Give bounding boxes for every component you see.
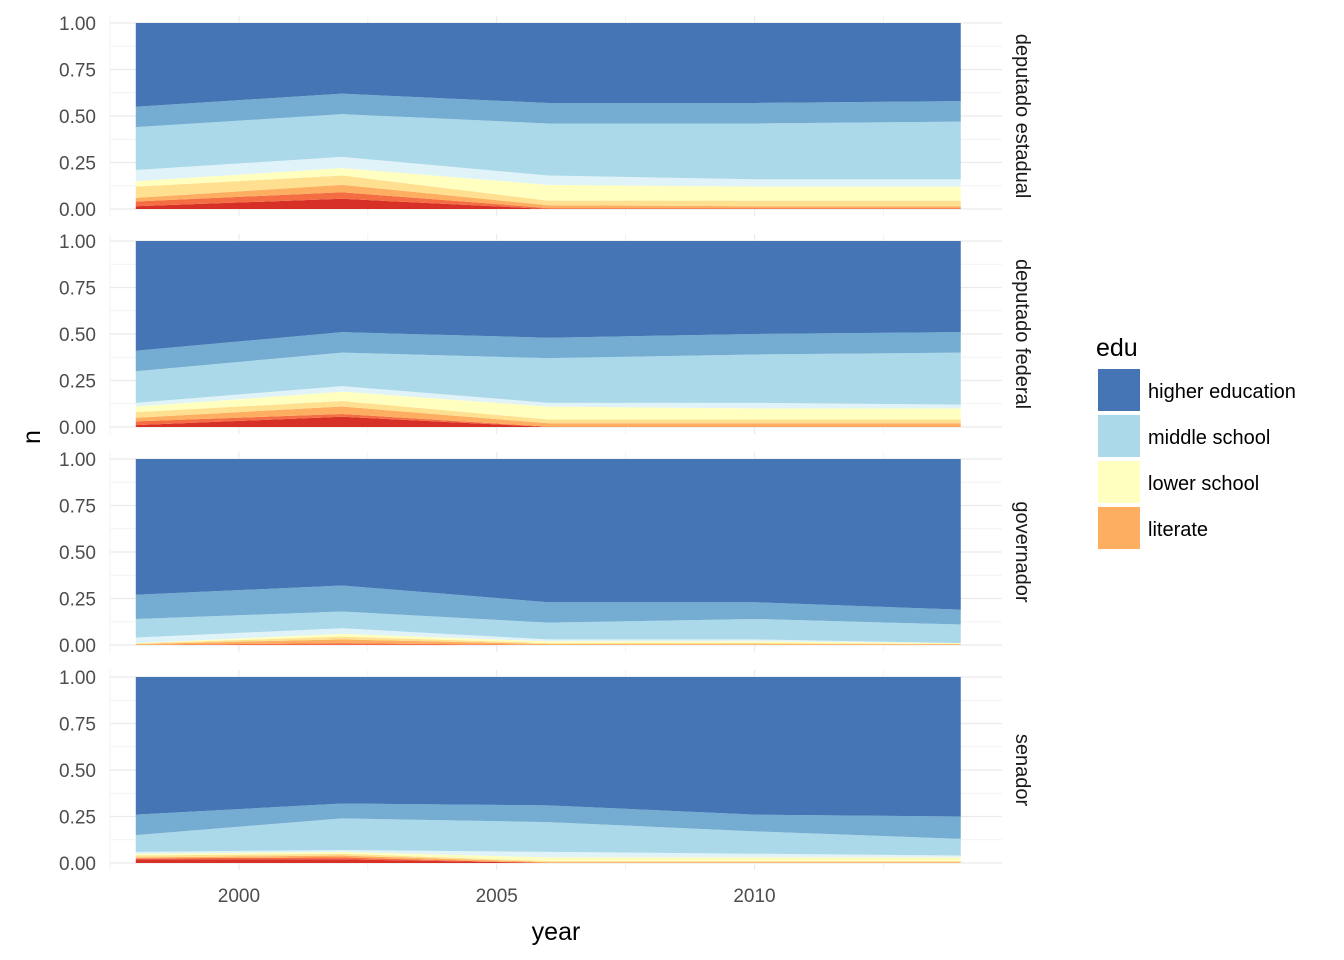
panel-2: 0.00 0.25 0.50 0.75 1.00 governador xyxy=(59,450,1033,657)
legend: edu higher education middle school lower s… xyxy=(1096,334,1296,549)
area-layer-3 xyxy=(135,636,961,645)
area-layer-2 xyxy=(135,406,961,427)
area-layer-6 xyxy=(135,818,961,856)
area-layer-4 xyxy=(135,851,961,862)
y-tick-label: 0.00 xyxy=(59,200,96,221)
area-layer-8 xyxy=(135,459,961,610)
legend-label: literate xyxy=(1148,519,1208,541)
area-layer-1 xyxy=(135,857,961,863)
y-tick-label: 0.25 xyxy=(59,808,96,829)
legend-key xyxy=(1098,461,1140,503)
area-layer-4 xyxy=(135,168,961,201)
y-tick-label: 1.00 xyxy=(59,668,96,689)
area-layer-1 xyxy=(135,192,961,209)
y-tick-label: 0.75 xyxy=(59,497,96,518)
legend-label: middle school xyxy=(1148,427,1270,449)
area-layer-3 xyxy=(135,853,961,863)
area-layer-3 xyxy=(135,175,961,207)
area-layer-8 xyxy=(135,241,961,351)
x-tick-label: 2000 xyxy=(218,886,260,907)
y-tick-label: 0.50 xyxy=(59,543,96,564)
area-layer-4 xyxy=(135,633,961,645)
x-axis: 2000 2005 2010 xyxy=(218,886,776,907)
legend-key xyxy=(1098,507,1140,549)
facet-strip-label: governador xyxy=(1011,501,1033,603)
y-tick-label: 0.00 xyxy=(59,854,96,875)
area-layer-6 xyxy=(135,611,961,644)
area-layer-7 xyxy=(135,803,961,839)
area-layer-7 xyxy=(135,93,961,128)
y-tick-label: 1.00 xyxy=(59,450,96,471)
area-layer-5 xyxy=(135,849,961,858)
y-tick-label: 0.00 xyxy=(59,418,96,439)
y-tick-label: 0.50 xyxy=(59,761,96,782)
area-layer-0 xyxy=(135,859,961,863)
area-layer-4 xyxy=(135,391,961,420)
legend-label: higher education xyxy=(1148,381,1296,403)
area-layer-8 xyxy=(135,23,961,107)
area-layer-6 xyxy=(135,352,961,405)
y-axis-title: n xyxy=(18,430,46,444)
facet-strip-label: deputado federal xyxy=(1011,259,1033,409)
area-layer-6 xyxy=(135,114,961,180)
area-layer-0 xyxy=(135,198,961,209)
y-tick-label: 0.25 xyxy=(59,372,96,393)
area-layer-8 xyxy=(135,677,961,817)
y-tick-label: 0.75 xyxy=(59,61,96,82)
area-layer-0 xyxy=(135,416,961,427)
area-layer-1 xyxy=(135,643,961,645)
legend-key xyxy=(1098,369,1140,411)
legend-title: edu xyxy=(1096,334,1138,362)
x-axis-title: year xyxy=(532,918,581,946)
y-tick-label: 0.25 xyxy=(59,590,96,611)
legend-key xyxy=(1098,415,1140,457)
facet-strip-label: deputado estadual xyxy=(1011,34,1033,199)
panel-1: 0.00 0.25 0.50 0.75 1.00 deputado federal xyxy=(59,232,1033,439)
x-tick-label: 2010 xyxy=(733,886,775,907)
y-tick-label: 1.00 xyxy=(59,14,96,35)
area-layer-7 xyxy=(135,332,961,372)
area-layer-3 xyxy=(135,400,961,424)
y-tick-label: 0.00 xyxy=(59,636,96,657)
panel-0: 0.00 0.25 0.50 0.75 1.00 deputado estadual xyxy=(59,14,1033,221)
x-tick-label: 2005 xyxy=(476,886,518,907)
area-layer-2 xyxy=(135,855,961,863)
area-layer-2 xyxy=(135,184,961,209)
area-layer-5 xyxy=(135,628,961,644)
y-tick-label: 0.50 xyxy=(59,107,96,128)
y-tick-label: 0.50 xyxy=(59,325,96,346)
y-tick-label: 0.25 xyxy=(59,154,96,175)
y-tick-label: 0.75 xyxy=(59,715,96,736)
facet-strip-label: senador xyxy=(1011,734,1033,807)
y-tick-label: 1.00 xyxy=(59,232,96,253)
y-tick-label: 0.75 xyxy=(59,279,96,300)
legend-label: lower school xyxy=(1148,473,1259,495)
area-layer-2 xyxy=(135,639,961,645)
area-layer-7 xyxy=(135,585,961,625)
area-layer-5 xyxy=(135,156,961,187)
panel-3: 0.00 0.25 0.50 0.75 1.00 senador xyxy=(59,668,1033,875)
